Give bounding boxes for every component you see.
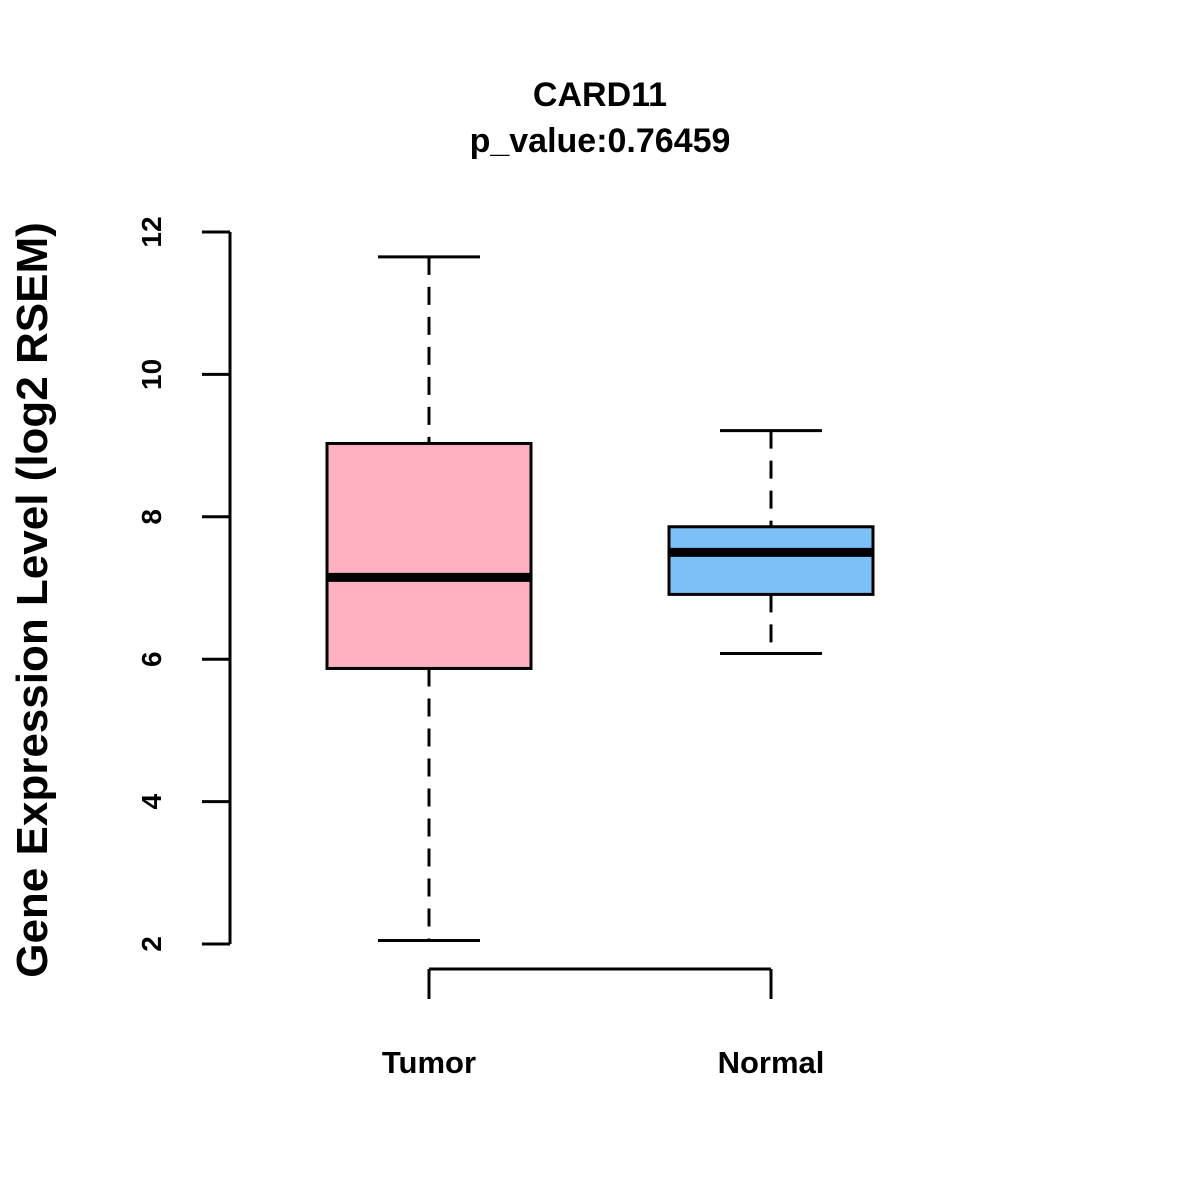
iqr-box: [667, 525, 875, 596]
y-tick-label: 8: [136, 509, 167, 525]
y-tick-label: 4: [136, 793, 167, 809]
y-axis: 2 4 6 8 10 12: [136, 216, 232, 952]
box-group: [325, 255, 875, 942]
y-axis-label: Gene Expression Level (log2 RSEM): [8, 222, 57, 978]
y-tick-label: 10: [136, 359, 167, 390]
iqr-box: [325, 441, 533, 670]
y-tick-label: 6: [136, 651, 167, 667]
x-axis: Tumor Normal: [382, 967, 825, 1080]
chart-subtitle: p_value:0.76459: [470, 122, 731, 160]
chart-title: CARD11: [533, 76, 667, 114]
y-tick-label: 2: [136, 936, 167, 952]
x-tick-label: Normal: [718, 1045, 825, 1080]
x-tick-label: Tumor: [382, 1045, 476, 1080]
box-tumor: [325, 255, 533, 942]
box-normal: [667, 429, 875, 656]
y-tick-label: 12: [136, 216, 167, 247]
